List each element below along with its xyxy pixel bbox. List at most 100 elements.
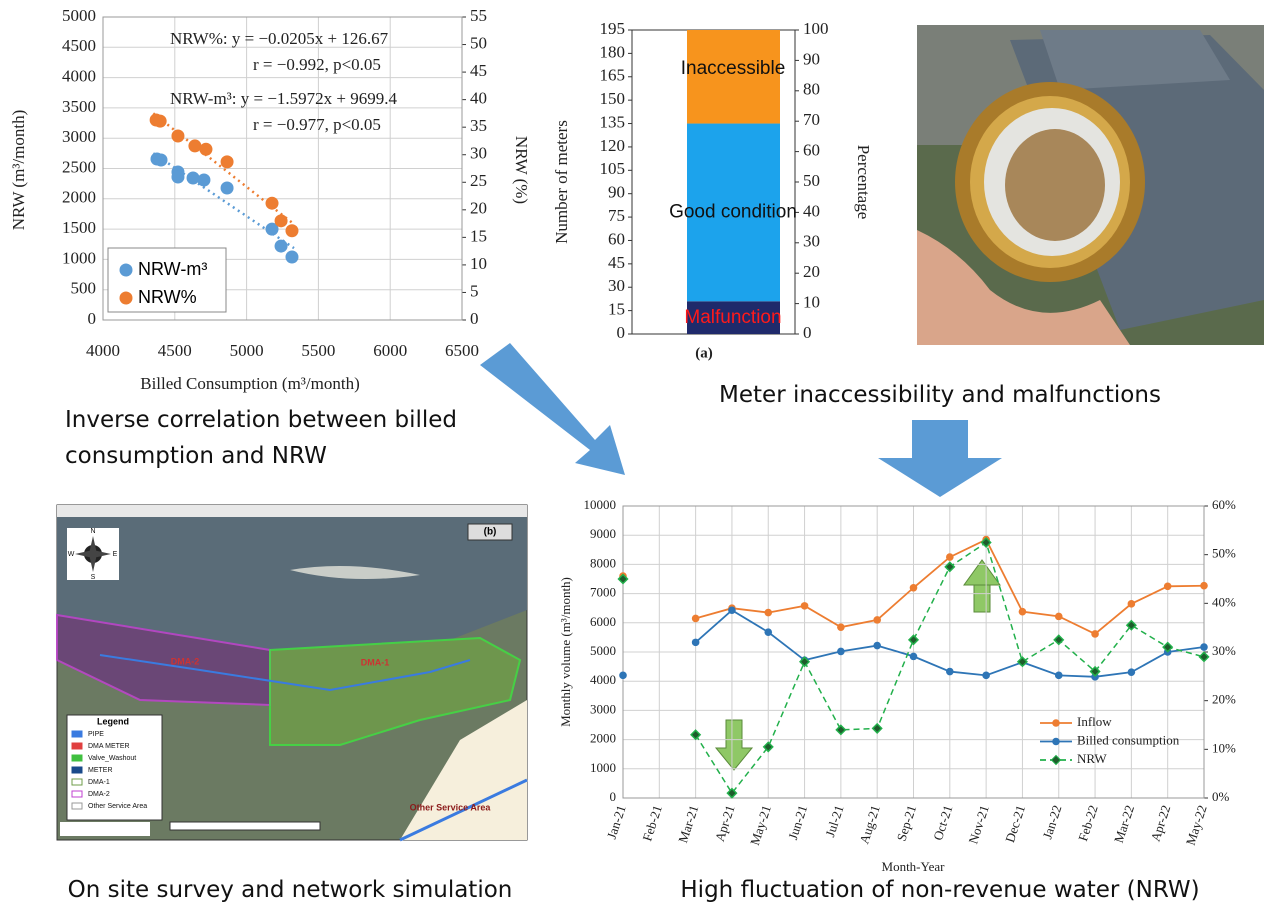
y-tick-label: 0 xyxy=(617,323,626,342)
y-tick-label: 3000 xyxy=(590,701,616,716)
caption: On site survey and network simulation xyxy=(67,877,513,903)
y-tick-label: 180 xyxy=(600,42,626,61)
x-tick-label: Jul-21 xyxy=(822,803,846,839)
y-axis-label: Number of meters xyxy=(552,120,571,244)
marker xyxy=(764,628,773,636)
y-tick-label: 165 xyxy=(600,66,626,85)
x-tick-label: Jun-21 xyxy=(785,803,810,841)
y-tick-label: 75 xyxy=(608,206,625,225)
marker xyxy=(728,606,736,615)
caption: Meter inaccessibility and malfunctions xyxy=(719,382,1161,408)
x-tick-label: Oct-21 xyxy=(930,803,955,842)
x-tick-label: Apr-22 xyxy=(1148,803,1174,843)
y2-tick-label: 20 xyxy=(803,262,820,281)
compass-letter: N xyxy=(90,528,95,535)
x-tick-label: Mar-22 xyxy=(1111,803,1137,844)
y2-tick-label: 35 xyxy=(470,116,487,135)
marker xyxy=(1091,630,1099,638)
point xyxy=(274,214,288,228)
y2-tick-label: 10% xyxy=(1212,740,1236,755)
marker xyxy=(764,608,773,617)
point xyxy=(171,170,185,184)
bar-segment xyxy=(687,123,780,302)
marker xyxy=(944,561,956,573)
y2-tick-label: 40% xyxy=(1212,594,1236,609)
y2-tick-label: 60% xyxy=(1212,497,1236,512)
point xyxy=(171,129,185,143)
point xyxy=(285,250,299,264)
x-tick-label: Mar-21 xyxy=(675,803,701,844)
map-legend-label: DMA-1 xyxy=(88,779,110,786)
map-legend-symbol xyxy=(71,802,83,810)
y-tick-label: 60 xyxy=(608,229,625,248)
x-tick-label: Feb-22 xyxy=(1075,803,1101,843)
y2-tick-label: 70 xyxy=(803,110,820,129)
compass-letter: S xyxy=(91,574,96,581)
legend-label: NRW% xyxy=(138,287,197,307)
y2-tick-label: 50% xyxy=(1212,546,1236,561)
x-axis-label: Month-Year xyxy=(882,859,946,874)
y-tick-label: 3500 xyxy=(62,97,96,116)
map xyxy=(56,504,528,842)
point xyxy=(220,155,234,169)
compass-letter: W xyxy=(68,551,75,558)
marker xyxy=(762,741,774,753)
x-tick-label: May-22 xyxy=(1183,803,1210,847)
y2-tick-label: 0 xyxy=(470,309,479,328)
x-tick-label: Dec-21 xyxy=(1002,803,1028,844)
point xyxy=(154,153,168,167)
bar-segment xyxy=(687,30,780,124)
y2-tick-label: 0% xyxy=(1212,789,1230,804)
marker xyxy=(946,667,954,676)
marker xyxy=(909,652,918,661)
marker xyxy=(837,623,845,631)
y2-tick-label: 50 xyxy=(470,33,487,52)
marker xyxy=(691,614,700,623)
y-axis-label: NRW (m³/month) xyxy=(9,110,28,230)
arrow xyxy=(878,420,1002,497)
y-tick-label: 30 xyxy=(608,276,625,295)
point xyxy=(199,142,213,156)
marker xyxy=(1018,607,1027,616)
point xyxy=(265,196,279,210)
segment-label: Inaccessible xyxy=(681,58,786,79)
y-tick-label: 8000 xyxy=(590,555,616,570)
y-tick-label: 9000 xyxy=(590,526,616,541)
y2-tick-label: 40 xyxy=(803,201,820,220)
y-tick-label: 6000 xyxy=(590,614,616,629)
point xyxy=(153,114,167,128)
annotation: r = −0.992, p<0.05 xyxy=(253,55,381,74)
x-tick-label: Jan-21 xyxy=(604,803,629,841)
x-tick-label: Nov-21 xyxy=(965,803,992,845)
y2-tick-label: 50 xyxy=(803,171,820,190)
legend-label: NRW xyxy=(1077,751,1107,766)
map-legend-label: METER xyxy=(88,767,113,774)
map-legend-label: DMA METER xyxy=(88,743,130,750)
y2-tick-label: 40 xyxy=(470,89,487,108)
point xyxy=(285,224,299,238)
y2-tick-label: 80 xyxy=(803,80,820,99)
x-tick-label: 4000 xyxy=(86,341,120,360)
point xyxy=(188,139,202,153)
marker xyxy=(1162,641,1174,653)
marker xyxy=(1200,643,1208,651)
y2-tick-label: 30% xyxy=(1212,643,1236,658)
x-tick-label: 4500 xyxy=(158,341,192,360)
y-tick-label: 5000 xyxy=(590,643,616,658)
caption: High fluctuation of non-revenue water (N… xyxy=(680,877,1200,903)
marker xyxy=(690,729,702,741)
point xyxy=(197,173,211,187)
point xyxy=(220,181,234,195)
legend-marker xyxy=(1052,719,1060,727)
y-tick-label: 4000 xyxy=(62,67,96,86)
y-tick-label: 500 xyxy=(71,279,97,298)
point xyxy=(265,222,279,236)
map-legend-symbol xyxy=(71,742,83,750)
y2-tick-label: 30 xyxy=(803,232,820,251)
marker xyxy=(799,656,811,668)
meter-photo xyxy=(917,25,1264,345)
legend-marker xyxy=(1052,737,1060,746)
annotation: r = −0.977, p<0.05 xyxy=(253,115,381,134)
